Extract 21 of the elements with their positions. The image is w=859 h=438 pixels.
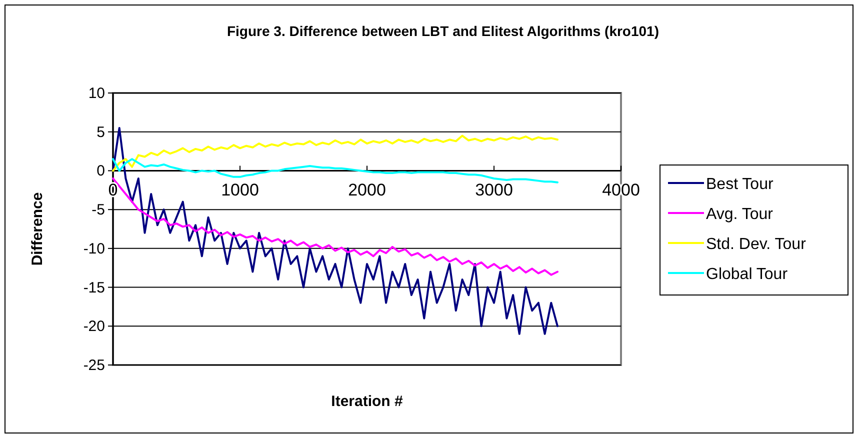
x-tick-label: 4000: [602, 180, 640, 200]
x-tick-label: 1000: [221, 180, 259, 200]
y-tick-label: -25: [83, 357, 105, 374]
x-tick-label: 2000: [348, 180, 386, 200]
y-tick-label: -10: [83, 240, 105, 258]
y-tick-label: -15: [83, 279, 105, 296]
chart-title: Figure 3. Difference between LBT and Elitest Algorithms (kro101): [226, 23, 660, 39]
y-tick-label: 0: [96, 162, 105, 180]
y-tick-label: 10: [88, 85, 105, 102]
y-tick-label: 5: [96, 124, 105, 141]
y-axis-title: Difference: [29, 192, 46, 266]
legend-label: Best Tour: [706, 176, 774, 193]
legend-label: Avg. Tour: [706, 206, 774, 223]
x-axis-title: Iteration #: [331, 393, 404, 410]
line-series: [112, 134, 558, 172]
legend-label: Global Tour: [706, 266, 788, 283]
line-series: [112, 158, 558, 184]
y-tick-label: -5: [92, 202, 105, 219]
x-tick-label: 3000: [475, 180, 513, 200]
y-tick-label: -20: [83, 318, 105, 336]
legend-label: Std. Dev. Tour: [706, 236, 807, 253]
